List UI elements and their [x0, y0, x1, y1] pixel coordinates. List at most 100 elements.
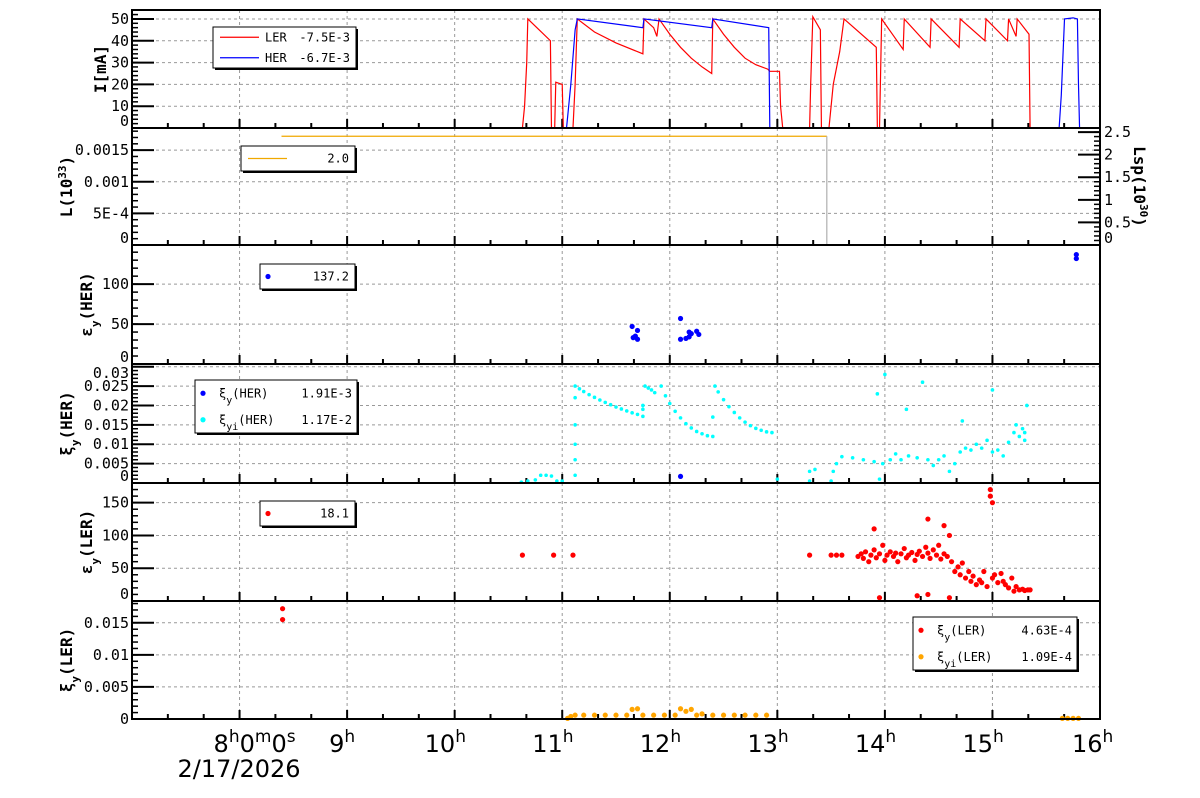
data-point — [770, 430, 774, 435]
data-point — [923, 544, 929, 550]
data-point — [573, 457, 577, 462]
data-point — [629, 706, 635, 712]
data-point — [731, 712, 737, 718]
y-tick-label: 0.015 — [84, 614, 129, 632]
data-point — [914, 593, 920, 599]
x-tick-label: 9h — [329, 727, 355, 758]
y-tick-label: 100 — [102, 275, 129, 293]
y-tick-label: 0.01 — [93, 646, 129, 664]
data-point — [667, 401, 672, 406]
data-point — [998, 570, 1004, 577]
data-point — [1027, 587, 1033, 593]
data-point — [860, 555, 866, 561]
data-point — [996, 448, 1000, 452]
data-point — [981, 568, 987, 575]
data-point — [732, 410, 737, 415]
data-point — [960, 419, 965, 423]
legend-value: 18.1 — [320, 507, 349, 521]
legend-label: ξy(LER) — [937, 623, 986, 643]
data-point — [807, 479, 812, 483]
data-point — [661, 712, 668, 718]
data-point — [573, 442, 577, 447]
y2-tick-label: 1.5 — [1104, 168, 1131, 186]
legend-dot-swatch — [265, 510, 271, 517]
data-point — [279, 616, 286, 623]
data-point — [966, 568, 972, 575]
y-tick-label: 50 — [111, 10, 129, 28]
data-point — [963, 446, 968, 450]
data-point — [1017, 434, 1022, 439]
data-point — [652, 390, 657, 395]
data-point — [572, 712, 578, 718]
data-point — [880, 542, 886, 548]
y2-axis-title: Lsp(1030) — [1130, 146, 1151, 227]
legend-value: 1.09E-4 — [1021, 650, 1072, 664]
legend-dot-swatch — [200, 390, 206, 396]
data-point — [581, 712, 587, 718]
data-point — [898, 551, 904, 557]
data-point — [560, 479, 565, 483]
data-point — [279, 606, 286, 612]
data-point — [602, 712, 608, 718]
legend-label: LER — [265, 30, 287, 44]
data-point — [688, 331, 694, 337]
data-point — [684, 421, 688, 426]
data-point — [912, 557, 918, 563]
legend-box — [912, 616, 1078, 671]
data-point — [947, 469, 952, 474]
series-line-HER — [132, 17, 1100, 129]
data-point — [570, 552, 576, 558]
data-point — [979, 446, 984, 450]
data-point — [1002, 582, 1008, 588]
data-point — [700, 431, 704, 436]
data-point — [875, 392, 880, 396]
data-point — [555, 479, 559, 483]
data-point — [763, 712, 770, 718]
data-point — [694, 429, 699, 434]
data-point — [984, 583, 990, 590]
legend: 2.0 — [240, 145, 357, 173]
data-point — [862, 549, 869, 555]
data-point — [871, 526, 877, 532]
data-point — [587, 392, 591, 397]
data-point — [711, 434, 715, 439]
data-point — [930, 547, 936, 553]
y-tick-label: 40 — [111, 32, 129, 50]
y2-tick-label: 2.5 — [1104, 123, 1131, 141]
data-point — [987, 493, 993, 499]
legend: ξy(HER) 1.91E-3 ξyi(HER) 1.17E-2 — [194, 379, 359, 435]
y-axis-title: L(1033) — [56, 156, 77, 217]
data-point — [629, 323, 635, 330]
data-point — [533, 478, 538, 482]
data-point — [909, 549, 915, 556]
legend-box — [212, 26, 357, 69]
data-point — [1073, 251, 1079, 258]
data-point — [925, 550, 931, 556]
data-point — [955, 564, 961, 570]
x-tick-label: 15h — [962, 727, 1003, 758]
data-point — [987, 486, 993, 493]
data-point — [973, 582, 979, 588]
data-point — [969, 448, 973, 452]
data-point — [641, 414, 645, 419]
data-point — [549, 474, 554, 478]
data-point — [936, 542, 942, 548]
y-axis-title: εy(HER) — [77, 272, 102, 336]
x-date-label: 2/17/2026 — [177, 755, 300, 783]
data-point — [990, 388, 995, 392]
data-point — [858, 551, 864, 557]
data-point — [952, 568, 958, 575]
data-point — [872, 459, 876, 464]
y-tick-label: 0 — [120, 585, 129, 603]
y-axis-title: ξy(LER) — [57, 628, 82, 692]
panel-luminosity: 05E-40.0010.0015L(1033)00.511.522.5Lsp(1… — [56, 123, 1151, 247]
y-tick-label: 30 — [111, 54, 129, 72]
data-point — [577, 387, 582, 391]
y-tick-label: 0.01 — [93, 435, 129, 453]
data-point — [640, 712, 646, 718]
data-point — [861, 457, 866, 462]
y-tick-label: 0 — [120, 112, 129, 130]
data-point — [641, 403, 645, 408]
data-point — [959, 560, 965, 566]
data-point — [624, 409, 629, 413]
